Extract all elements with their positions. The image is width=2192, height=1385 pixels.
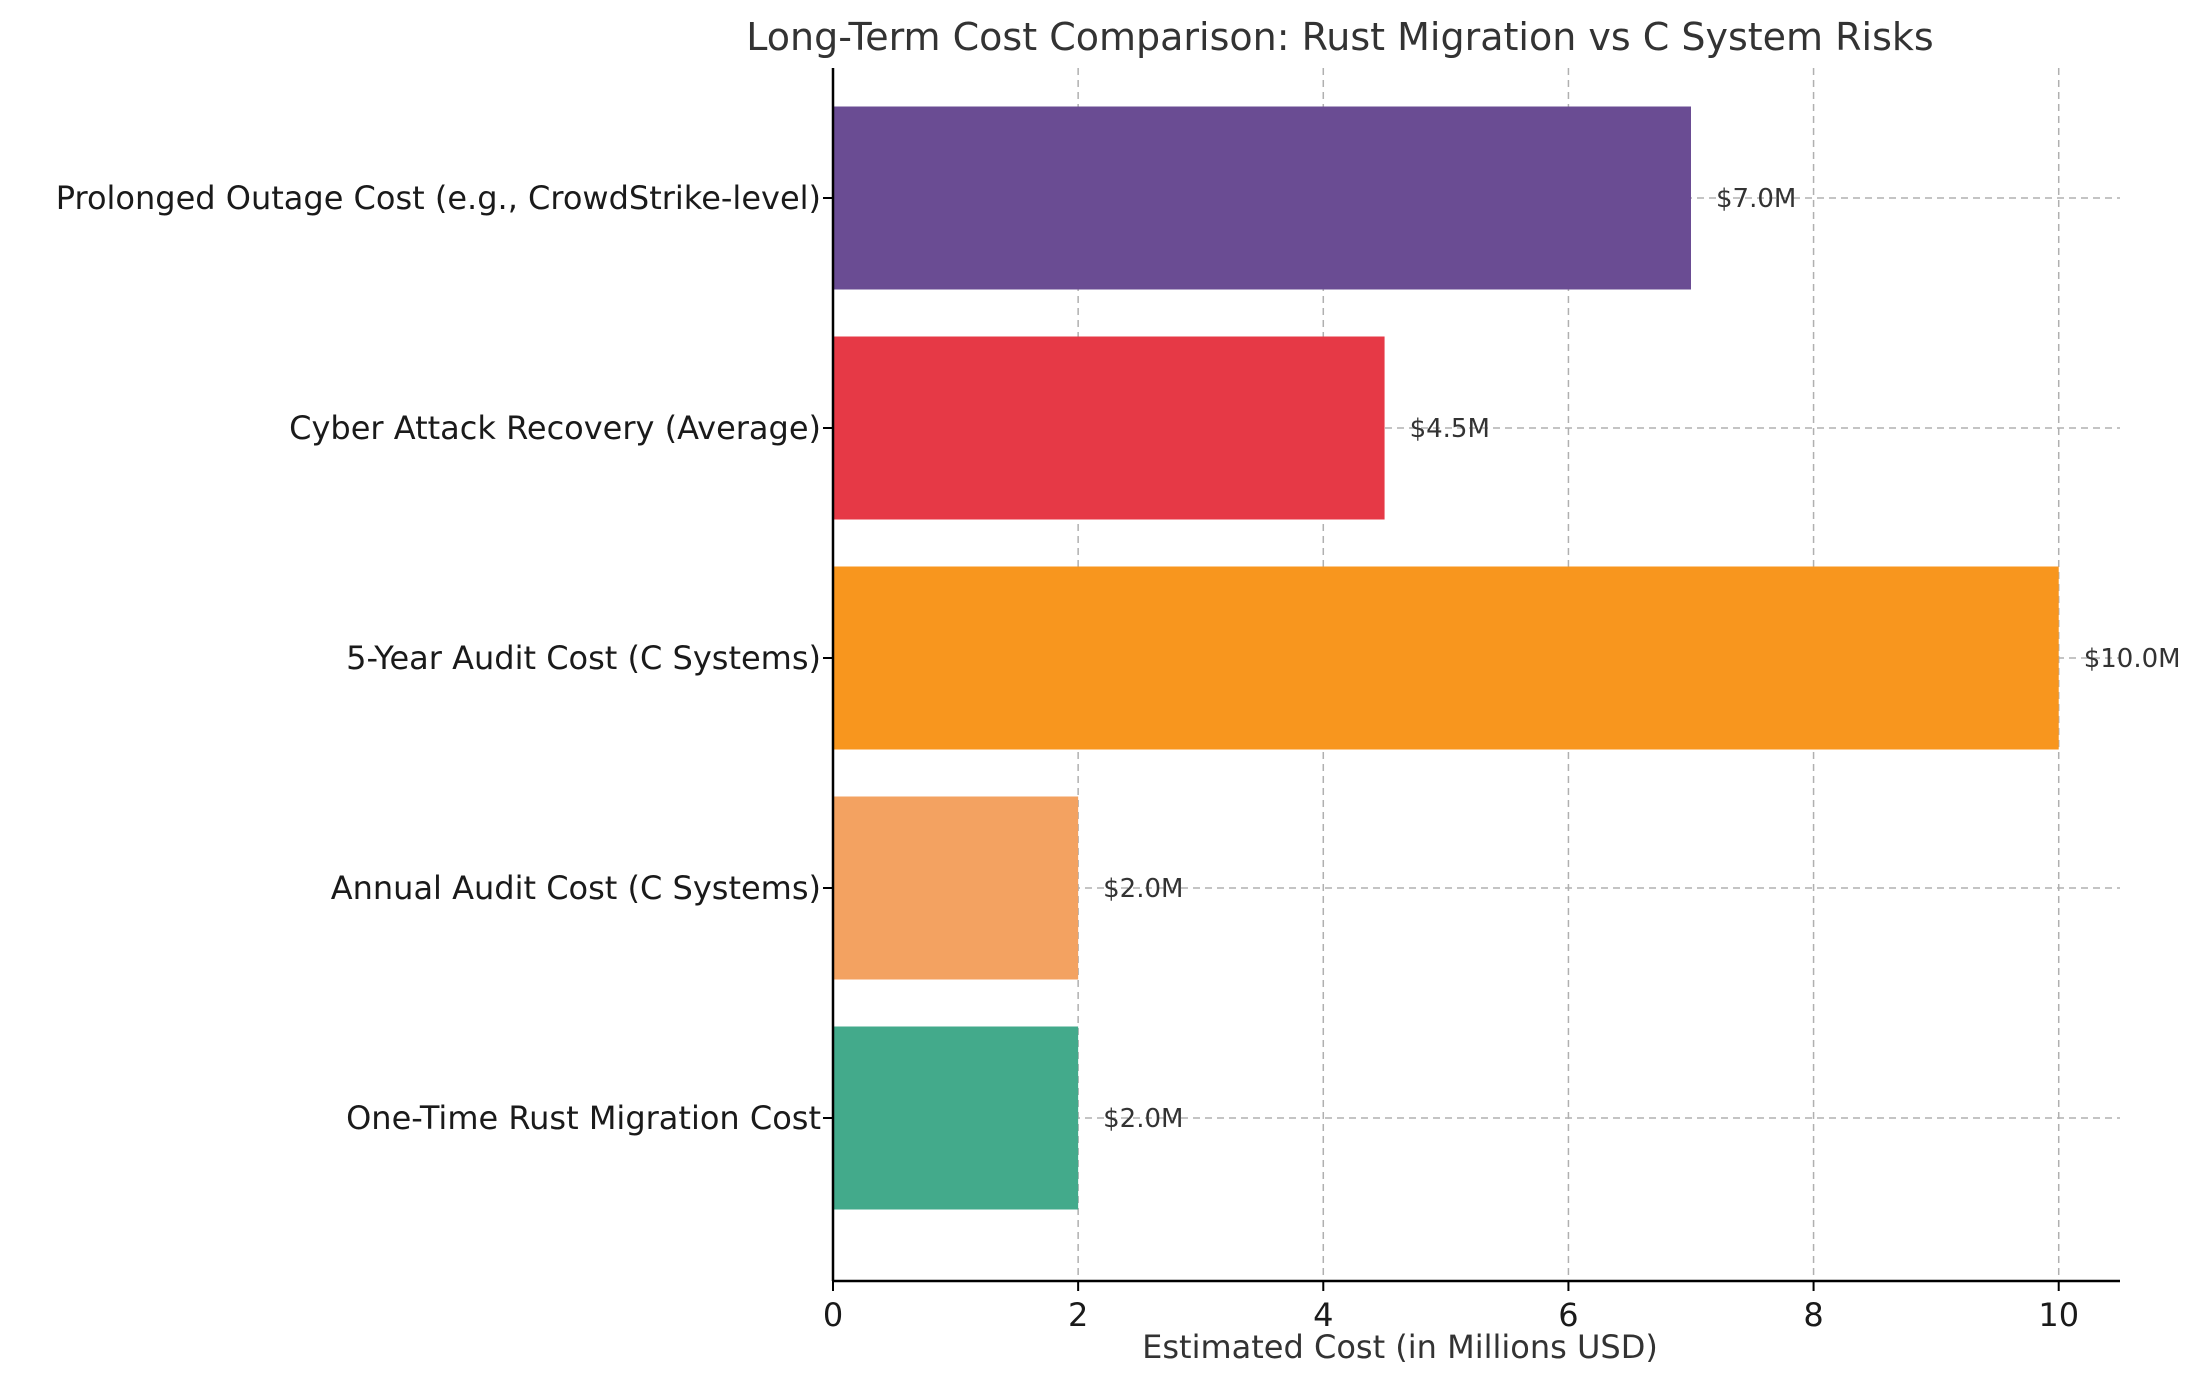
bars bbox=[833, 106, 2059, 1210]
labels: One-Time Rust Migration Cost $2.0M Annual … bbox=[56, 179, 2181, 1334]
bar-value-label: $7.0M bbox=[1716, 184, 1796, 214]
x-tick-label: 10 bbox=[2038, 1296, 2079, 1334]
x-tick-label: 2 bbox=[1068, 1296, 1088, 1334]
bar bbox=[833, 1026, 1079, 1210]
bar bbox=[833, 796, 1079, 980]
bar bbox=[833, 106, 1691, 290]
bar-value-label: $2.0M bbox=[1103, 1104, 1183, 1134]
axes bbox=[823, 68, 2120, 1291]
bar bbox=[833, 566, 2059, 750]
chart-title: Long-Term Cost Comparison: Rust Migratio… bbox=[746, 15, 1933, 59]
y-tick-label: Cyber Attack Recovery (Average) bbox=[289, 409, 821, 447]
bar-value-label: $10.0M bbox=[2084, 644, 2181, 674]
y-tick-label: Prolonged Outage Cost (e.g., CrowdStrike… bbox=[56, 179, 821, 217]
bar-value-label: $2.0M bbox=[1103, 874, 1183, 904]
bar-value-label: $4.5M bbox=[1410, 414, 1490, 444]
bar bbox=[833, 336, 1385, 520]
y-tick-label: One-Time Rust Migration Cost bbox=[346, 1099, 821, 1137]
x-tick-label: 0 bbox=[823, 1296, 843, 1334]
x-axis-label: Estimated Cost (in Millions USD) bbox=[1142, 1328, 1658, 1366]
x-tick-label: 6 bbox=[1558, 1296, 1578, 1334]
x-tick-label: 4 bbox=[1313, 1296, 1333, 1334]
y-tick-label: Annual Audit Cost (C Systems) bbox=[331, 869, 821, 907]
y-tick-label: 5-Year Audit Cost (C Systems) bbox=[346, 639, 821, 677]
x-tick-label: 8 bbox=[1803, 1296, 1823, 1334]
